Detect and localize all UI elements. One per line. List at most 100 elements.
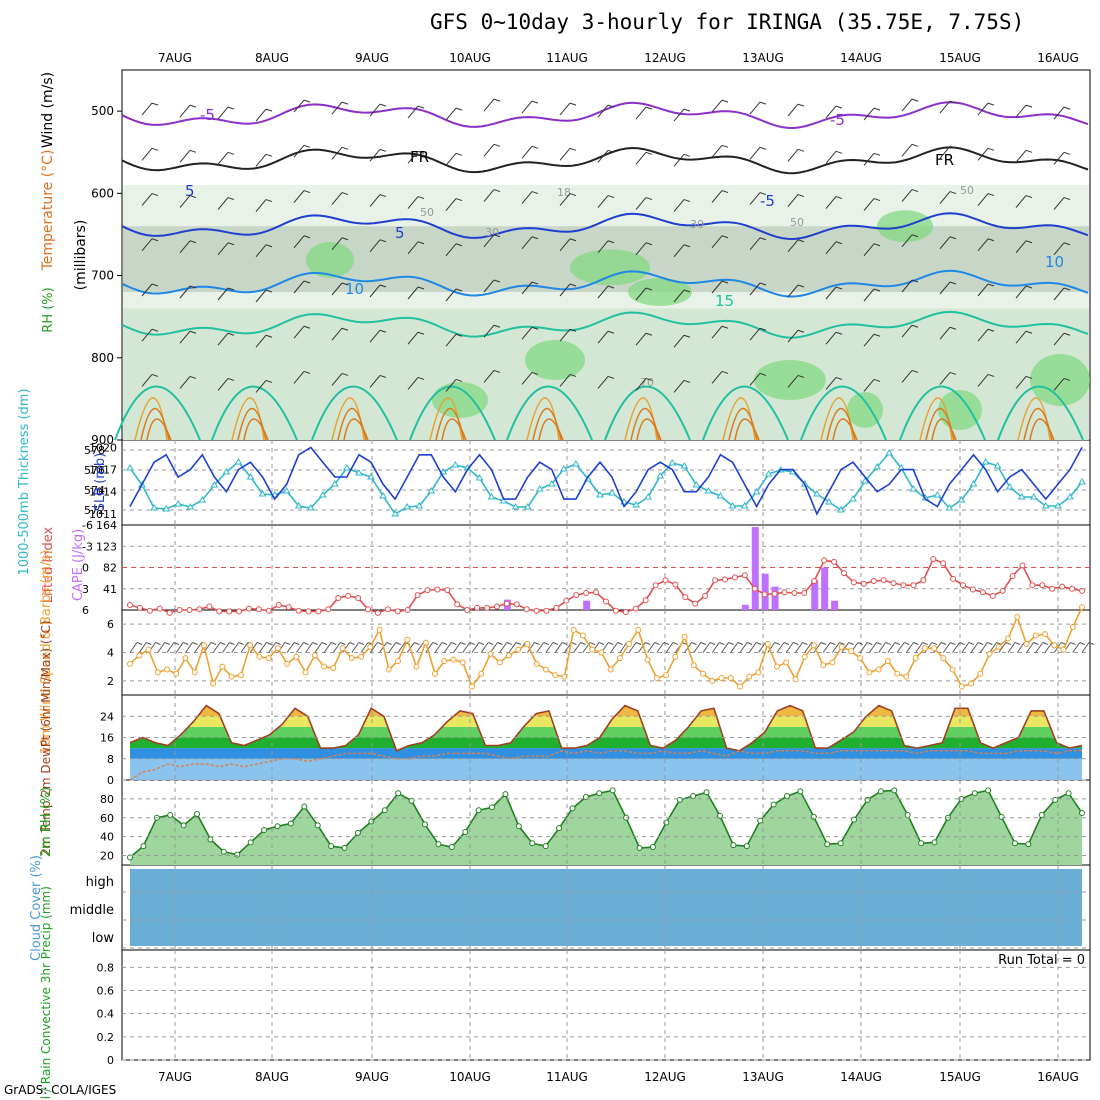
y-tick-label: 0 (107, 774, 114, 787)
lifted-index-point (275, 602, 282, 609)
contour-label: 30 (690, 218, 704, 231)
wind-barb (977, 193, 989, 206)
wind-barb-10m (979, 642, 988, 653)
lifted-index-point (1049, 585, 1056, 592)
wind-barb-flag-10m (635, 642, 642, 645)
wind-barb-flag-10m (561, 642, 568, 645)
wind-barb (597, 376, 609, 389)
wind-barb (863, 243, 875, 257)
wind-barb-flag-10m (950, 642, 956, 645)
rh2m-point (877, 788, 884, 795)
wind-barb-flag-10m (460, 642, 466, 645)
wind-barb-flag (683, 334, 691, 338)
wind-barb-flag-10m (395, 642, 401, 645)
wind-barb-flag (569, 238, 577, 242)
rh-high-blob (754, 360, 826, 400)
wind-barb-flag (683, 108, 691, 112)
wind-barb-flag-10m (534, 642, 540, 645)
wind-barb-flag (1025, 104, 1033, 108)
thickness-point (1029, 493, 1038, 500)
wind-barb (141, 238, 153, 252)
wind-barb-flag-10m (1070, 642, 1076, 645)
rh2m-point (770, 801, 777, 808)
wind-speed-point (792, 676, 799, 683)
y-tick-label: 0.2 (97, 1031, 115, 1044)
wind-barb (787, 149, 799, 162)
wind-barb-10m (628, 642, 637, 653)
thickness-point (294, 502, 303, 509)
wind-barb-flag (759, 146, 767, 150)
wind-speed-point (293, 653, 300, 660)
wind-barb-flag-10m (155, 642, 161, 645)
wind-barb-flag (949, 100, 957, 104)
lifted-index-point (870, 577, 877, 584)
wind-speed-point (339, 645, 346, 652)
wind-barb-flag (721, 325, 729, 329)
wind-barb-flag (1063, 332, 1071, 336)
lifted-index-point (196, 606, 203, 613)
wind-barb-flag (151, 238, 159, 242)
wind-barb (407, 196, 419, 209)
lifted-index-point (216, 608, 223, 615)
wind-speed-point (247, 642, 254, 649)
wind-barb-10m (416, 642, 424, 653)
wind-barb-flag-10m (580, 642, 586, 645)
thickness-point (1017, 493, 1026, 500)
wind-speed-point (376, 626, 383, 633)
wind-speed-point (764, 641, 771, 647)
wind-speed-point (219, 663, 226, 670)
wind-speed-point (690, 662, 697, 669)
wind-barb-flag-10m (358, 642, 365, 645)
lifted-index-point (1009, 573, 1016, 579)
wind-barb-flag (987, 102, 995, 106)
wind-barb (749, 192, 761, 205)
wind-barb (483, 370, 495, 383)
wind-barb-10m (905, 642, 914, 653)
wind-barb (635, 197, 647, 210)
dewpoint-line (129, 750, 1082, 781)
wind-barb-flag (265, 244, 273, 248)
thickness-point (957, 496, 966, 503)
wind-barb-flag (379, 284, 387, 288)
wind-barb-flag-10m (210, 642, 217, 645)
wind-barb (331, 237, 343, 251)
thickness-point (367, 473, 375, 480)
wind-barb (901, 144, 913, 157)
rh2m-point (676, 796, 683, 803)
wind-barb-flag (721, 235, 729, 239)
lifted-index-point (741, 572, 748, 579)
wind-barb-10m (785, 642, 794, 653)
wind-barb-flag-10m (830, 642, 836, 645)
wind-speed-point (875, 666, 882, 673)
wind-barb-flag (569, 373, 577, 377)
wind-barb-flag-10m (866, 642, 873, 645)
wind-barb-flag-10m (284, 642, 291, 645)
thickness-point (993, 462, 1002, 469)
rh2m-point (784, 793, 791, 800)
wind-barb-flag (455, 288, 463, 292)
wind-barb (901, 234, 913, 248)
wind-speed-point (746, 673, 753, 680)
wind-barb (483, 324, 495, 338)
y-tick-label: 6 (107, 618, 114, 631)
rh2m-point (395, 790, 402, 797)
wind-barb-flag (797, 239, 805, 243)
wind-barb (293, 280, 305, 294)
wind-barb-flag (911, 324, 919, 328)
wind-barb (863, 333, 875, 347)
lifted-index-point (563, 597, 570, 604)
date-label-bottom: 11AUG (546, 1070, 588, 1084)
wind-barb (635, 106, 647, 120)
wind-barb-flag (379, 239, 387, 243)
lifted-index-point (345, 592, 352, 599)
wind-barb-flag (911, 98, 919, 102)
contour-label: -5 (760, 192, 775, 210)
lifted-index-point (454, 601, 461, 608)
thickness-point (318, 491, 327, 498)
lifted-index-point (513, 601, 520, 608)
wind-barb-flag-10m (1088, 642, 1095, 645)
wind-barb-flag (227, 332, 235, 336)
wind-speed-point (228, 673, 235, 680)
wind-barb-flag-10m (497, 642, 503, 645)
rh2m-point (596, 790, 603, 797)
